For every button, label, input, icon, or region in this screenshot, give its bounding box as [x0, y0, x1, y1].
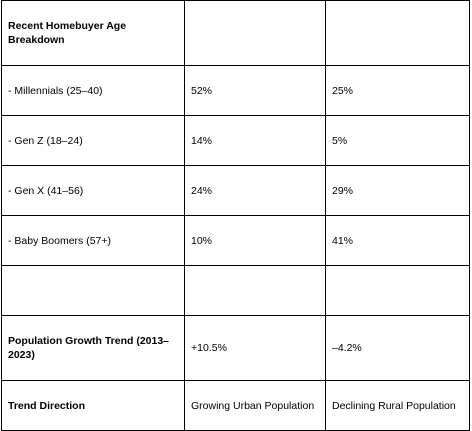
cell: 25%	[325, 65, 470, 116]
cell: - Millennials (25–40)	[1, 65, 185, 116]
cell: –4.2%	[325, 315, 470, 381]
blank-row	[1, 265, 470, 316]
cell: - Gen X (41–56)	[1, 165, 185, 216]
age-row: - Gen X (41–56) 24% 29%	[1, 165, 470, 216]
empty-cell	[1, 265, 185, 316]
cell: - Gen Z (18–24)	[1, 115, 185, 166]
cell: 10%	[184, 215, 326, 266]
age-row: - Millennials (25–40) 52% 25%	[1, 65, 470, 116]
cell: +10.5%	[184, 315, 326, 381]
title-cell: Recent Homebuyer Age Breakdown	[1, 0, 185, 66]
cell: Declining Rural Population	[325, 380, 470, 431]
empty-cell	[325, 265, 470, 316]
cell: 24%	[184, 165, 326, 216]
cell: - Baby Boomers (57+)	[1, 215, 185, 266]
cell: Growing Urban Population	[184, 380, 326, 431]
empty-cell	[325, 0, 470, 66]
cell: 14%	[184, 115, 326, 166]
cell: 5%	[325, 115, 470, 166]
empty-cell	[184, 0, 326, 66]
header-row: Recent Homebuyer Age Breakdown	[1, 0, 470, 66]
empty-cell	[184, 265, 326, 316]
cell: 52%	[184, 65, 326, 116]
cell: Population Growth Trend (2013–2023)	[1, 315, 185, 381]
cell: Trend Direction	[1, 380, 185, 431]
cell: 41%	[325, 215, 470, 266]
trend-row: Population Growth Trend (2013–2023) +10.5…	[1, 315, 470, 381]
age-row: - Baby Boomers (57+) 10% 41%	[1, 215, 470, 266]
cell: 29%	[325, 165, 470, 216]
age-row: - Gen Z (18–24) 14% 5%	[1, 115, 470, 166]
trend-row: Trend Direction Growing Urban Population D…	[1, 380, 470, 431]
